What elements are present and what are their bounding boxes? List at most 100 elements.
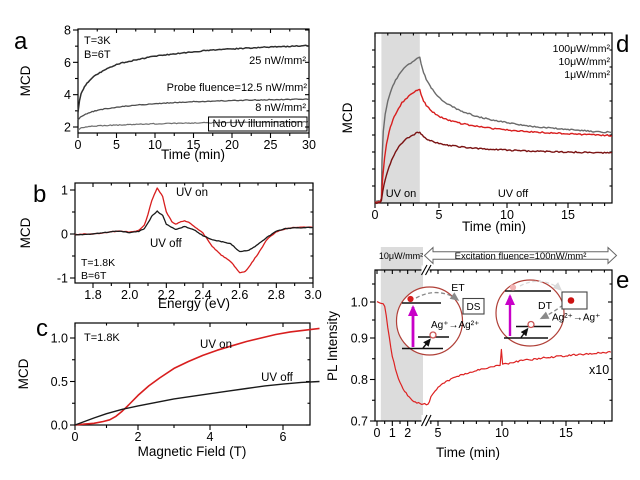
a-label-no-uv: No UV illumination	[213, 118, 303, 130]
x-tick-label: 10	[500, 208, 514, 222]
dt-label: DT	[538, 300, 553, 312]
d-legend-1uw: 1μW/mm²	[564, 69, 610, 81]
y-tick-label: 0.5	[51, 375, 68, 389]
y-tick-label: 2	[64, 121, 71, 135]
series-1-curve	[376, 301, 612, 406]
x-tick-label: 0	[372, 208, 379, 222]
series-2-curve	[74, 380, 320, 426]
panel-letter-a: a	[14, 28, 28, 55]
x-tick-label: 2.4	[194, 288, 211, 302]
e-label-x10: x10	[589, 363, 609, 377]
x-tick-label: 5	[435, 426, 442, 440]
series-1-curve	[374, 56, 613, 202]
trapped-electron-dot	[567, 297, 575, 304]
x-tick-label: 5	[113, 138, 120, 152]
x-tick-label: 3.0	[304, 288, 321, 302]
ticks	[70, 183, 314, 288]
x-tick-label: 25	[264, 138, 278, 152]
y-axis-title: MCD	[18, 65, 33, 96]
faded-dashed-arrow	[519, 280, 563, 292]
y-tick-label: 4	[64, 88, 71, 102]
x-tick-label: 15	[187, 138, 201, 152]
d-label-uv-on: UV on	[386, 188, 417, 200]
x-tick-label: 2.0	[121, 288, 138, 302]
x-tick-label: 4	[207, 430, 214, 444]
y-tick-label: 0.0	[51, 419, 68, 433]
plot-box	[74, 182, 314, 284]
series-3-curve	[77, 121, 310, 131]
panel-letter-e: e	[616, 267, 629, 294]
y-tick-label: 0.8	[351, 373, 368, 387]
series-2-curve	[77, 98, 309, 121]
y-axis-title: PL Intensity	[325, 311, 340, 381]
excitation-left-label: 10μW/mm²	[379, 251, 423, 261]
excitation-right-label: Excitation fluence=100nW/mm²	[455, 251, 587, 262]
x-tick-label: 30	[302, 138, 316, 152]
x-axis-title: Energy (eV)	[158, 296, 230, 311]
et-dashed-arrow	[415, 291, 460, 301]
x-axis-title: Time (min)	[161, 147, 225, 162]
ticks	[372, 33, 612, 208]
panel-letter-d: d	[616, 31, 629, 58]
x-tick-label: 0	[374, 426, 381, 440]
x-tick-label: 10	[495, 426, 509, 440]
y-tick-label: 0.9	[351, 332, 368, 346]
hole-circle	[429, 331, 437, 339]
inset-uv-on-diagram: ET DS Ag⁺→Ag²⁺	[395, 282, 485, 356]
tick-labels: 0 5 10 15	[372, 208, 575, 222]
x-tick-label: 20	[225, 138, 239, 152]
x-tick-label: 15	[561, 208, 575, 222]
panel-letter-c: c	[36, 315, 48, 342]
d-label-uv-off: UV off	[498, 188, 529, 200]
x-tick-label: 2.2	[158, 288, 175, 302]
faded-electron-dot	[509, 284, 517, 291]
x-tick-label: 10	[148, 138, 162, 152]
x-tick-label: 2.6	[231, 288, 248, 302]
series-3-curve	[374, 131, 612, 205]
y-tick-label: 1.0	[51, 332, 68, 346]
et-label: ET	[451, 282, 465, 294]
a-label-no-uv-box	[208, 116, 308, 132]
dt-dashed-arrow	[539, 304, 564, 320]
panel-b: 1.8 2.0 2.2 2.4 2.6 2.8 3.0 -1 0 1 Energy (eV) MCDb…	[18, 181, 322, 311]
x-tick-label: 1	[389, 426, 396, 440]
x-axis-title: Time (min)	[462, 219, 526, 234]
series-2-curve	[374, 88, 612, 204]
panel-d: 0 5 10 15 Time (min) MCD d 100μW/mm²10μW/mm²1μW…	[340, 31, 629, 234]
x-axis-title: Magnetic Field (T)	[138, 444, 247, 459]
x-tick-label: 15	[559, 426, 573, 440]
tick-labels: 0 1 2 5 10 15 0.7 0.8 0.9 1.0	[351, 296, 573, 441]
ticks	[73, 29, 310, 138]
excitation-banner-arrow	[423, 246, 618, 265]
electron-dot	[407, 295, 414, 303]
y-axis-title: MCD	[18, 217, 33, 248]
ticks	[370, 270, 612, 426]
x-tick-label: 0	[75, 138, 82, 152]
y-axis-title: MCD	[340, 102, 355, 133]
y-tick-label: -1	[57, 272, 68, 286]
series-1-curve	[77, 44, 309, 113]
x-tick-label: 2.8	[268, 288, 285, 302]
y-axis-title: MCD	[16, 358, 31, 389]
b-cond-temperature: T=1.8K	[81, 257, 115, 269]
hole-transfer-arrow	[422, 338, 431, 349]
ds-box	[462, 297, 485, 315]
panel-c: 0 2 4 6 0.0 0.5 1.0 Magnetic Field (T) MCD c T=1.8…	[16, 315, 320, 459]
ds-label: DS	[467, 302, 481, 313]
tick-labels: 0 5 10 15 20 25 30 2 4 6 8	[64, 24, 316, 153]
c-label-uv-off: UV off	[261, 372, 294, 384]
plot-box	[74, 322, 311, 426]
y-tick-label: 0.7	[351, 415, 368, 429]
series-2-curve	[74, 210, 314, 253]
panel-e-overlays: 10μW/mm² Excitation fluence=100nW/mm² ET	[379, 246, 618, 427]
y-tick-label: 0	[61, 228, 68, 242]
panel-a: 0 5 10 15 20 25 30 2 4 6 8 Time (min) MCD a T=3K B=6T 25…	[14, 24, 316, 163]
ag-reduction-label: Ag²⁺→Ag⁺	[552, 313, 600, 324]
d-legend-10uw: 10μW/mm²	[558, 56, 610, 68]
shaded-region	[381, 33, 420, 203]
a-cond-field: B=6T	[84, 49, 111, 61]
x-axis-break-bottom	[421, 414, 432, 427]
x-axis-title: Time (min)	[436, 445, 500, 460]
